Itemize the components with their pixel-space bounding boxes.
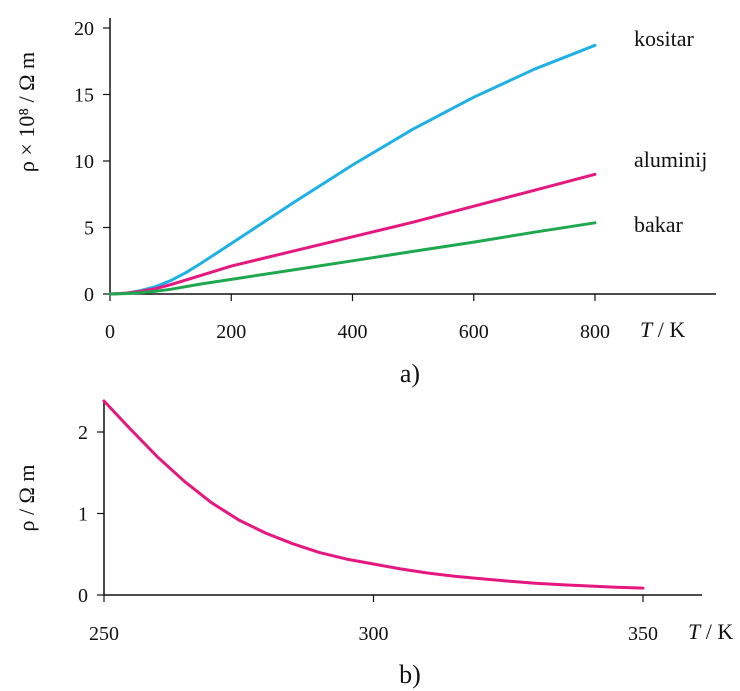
x-axis-symbol: T (688, 619, 702, 644)
y-axis-title: ρ × 10⁸ / Ω m (14, 52, 39, 172)
x-tick-label: 600 (459, 321, 489, 343)
x-tick-label: 800 (580, 321, 610, 343)
y-tick-label: 2 (78, 422, 88, 444)
y-tick-label: 0 (84, 284, 94, 306)
y-tick-label: 1 (78, 504, 88, 526)
series-line-kositar (108, 43, 597, 296)
x-axis-symbol: T (640, 317, 654, 342)
x-axis-unit: / K (652, 317, 685, 342)
x-tick-label: 0 (105, 321, 115, 343)
x-axis-unit: / K (700, 619, 733, 644)
x-tick-label: 350 (628, 623, 658, 645)
series-label-kositar: kositar (634, 26, 695, 51)
series-label-aluminij: aluminij (634, 147, 707, 172)
y-tick-label: 0 (78, 585, 88, 607)
y-axis-title: ρ / Ω m (14, 464, 39, 531)
y-tick-label: 5 (84, 218, 94, 240)
x-tick-label: 300 (359, 623, 389, 645)
series-label-bakar: bakar (634, 212, 684, 237)
x-tick-label: 250 (89, 623, 119, 645)
chart-b: 250 300 350 0 1 2 ρ / Ω m T / K b) (14, 399, 733, 689)
series-line-bakar (108, 221, 597, 296)
y-tick-label: 20 (74, 18, 94, 40)
panel-label: b) (399, 660, 421, 689)
x-tick-label: 400 (338, 321, 368, 343)
chart-a: 0 200 400 600 800 0 5 10 15 20 ρ × 10⁸ / Ω m T / K k… (14, 18, 716, 388)
y-tick-label: 15 (74, 85, 94, 107)
y-tick-label: 10 (74, 151, 94, 173)
series-line-resistivity (102, 399, 645, 590)
x-axis-title: T / K (640, 317, 685, 342)
x-tick-label: 200 (216, 321, 246, 343)
panel-label: a) (400, 359, 420, 388)
x-axis-title: T / K (688, 619, 733, 644)
